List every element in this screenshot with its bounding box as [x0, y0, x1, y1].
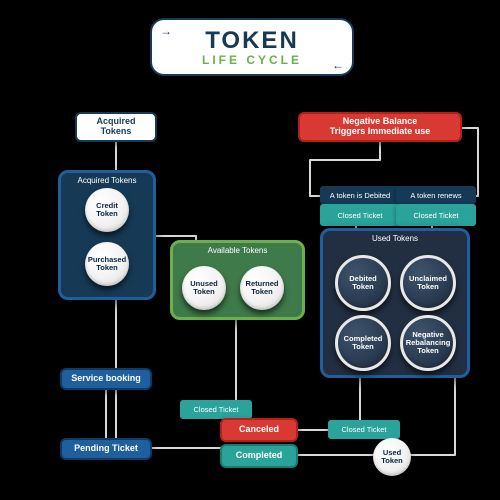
pill-closed-ticket-a: Closed Ticket — [320, 204, 400, 226]
node-label: AcquiredTokens — [96, 117, 135, 137]
pill-label: Closed Ticket — [413, 211, 458, 220]
coin-label: PurchasedToken — [88, 256, 126, 272]
pill-label: Closed Ticket — [193, 405, 238, 414]
title-arrow-right-icon: → — [160, 24, 172, 38]
coin-label: DebitedToken — [349, 275, 377, 291]
header-label: A token renews — [410, 191, 461, 200]
header-label: A token is Debited — [330, 191, 390, 200]
node-label: Pending Ticket — [74, 444, 138, 454]
coin-label: ReturnedToken — [246, 280, 279, 296]
node-label: Service booking — [71, 374, 141, 384]
title-sub: LIFE CYCLE — [202, 54, 302, 66]
panel-title: Acquired Tokens — [61, 176, 153, 185]
node-canceled: Canceled — [220, 418, 298, 442]
node-label: Canceled — [239, 425, 279, 435]
node-label: Completed — [236, 451, 283, 461]
coin-returned-token: ReturnedToken — [240, 266, 284, 310]
title-card: → ← TOKEN LIFE CYCLE — [150, 18, 354, 76]
coin-completed-token: CompletedToken — [335, 315, 391, 371]
coin-label: UnclaimedToken — [409, 275, 447, 291]
node-completed: Completed — [220, 444, 298, 468]
node-acquired-tokens: AcquiredTokens — [75, 112, 157, 142]
header-token-debited: A token is Debited — [320, 186, 400, 204]
pill-closed-ticket-left: Closed Ticket — [180, 400, 252, 419]
coin-label: UnusedToken — [190, 280, 218, 296]
coin-label: NegativeRebalancingToken — [406, 331, 451, 355]
coin-negative-rebalancing-token: NegativeRebalancingToken — [400, 315, 456, 371]
coin-unclaimed-token: UnclaimedToken — [400, 255, 456, 311]
title-arrow-left-icon: ← — [332, 58, 344, 72]
coin-unused-token: UnusedToken — [182, 266, 226, 310]
coin-credit-token: CreditToken — [85, 188, 129, 232]
node-negative-balance: Negative BalanceTriggers Immediate use — [298, 112, 462, 142]
pill-closed-ticket-b: Closed Ticket — [396, 204, 476, 226]
coin-debited-token: DebitedToken — [335, 255, 391, 311]
coin-label: UsedToken — [381, 449, 403, 465]
coin-label: CreditToken — [96, 202, 118, 218]
node-label: Negative BalanceTriggers Immediate use — [330, 117, 431, 137]
panel-title: Used Tokens — [323, 234, 467, 243]
pill-label: Closed Ticket — [337, 211, 382, 220]
node-service-booking: Service booking — [60, 368, 152, 390]
coin-label: CompletedToken — [344, 335, 383, 351]
coin-used-token: UsedToken — [373, 438, 411, 476]
panel-title: Available Tokens — [173, 246, 302, 255]
pill-label: Closed Ticket — [341, 425, 386, 434]
pill-closed-ticket-right: Closed Ticket — [328, 420, 400, 439]
node-pending-ticket: Pending Ticket — [60, 438, 152, 460]
coin-purchased-token: PurchasedToken — [85, 242, 129, 286]
header-token-renews: A token renews — [396, 186, 476, 204]
title-main: TOKEN — [205, 29, 299, 53]
